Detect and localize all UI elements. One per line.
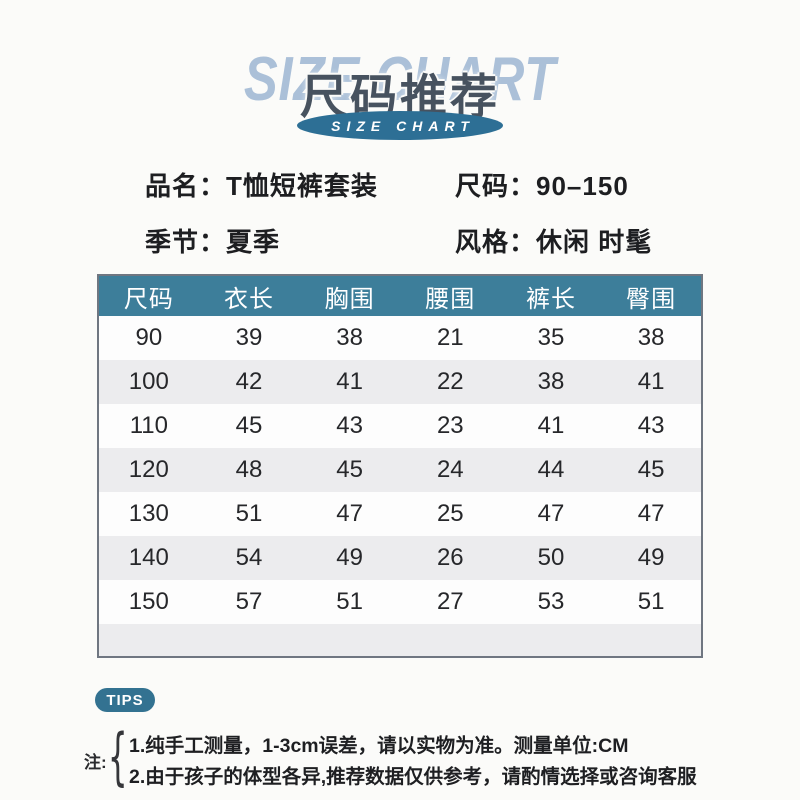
- table-cell: 50: [500, 536, 602, 580]
- table-cell: 23: [399, 404, 501, 448]
- table-cell: 140: [98, 536, 199, 580]
- table-cell: 51: [198, 492, 300, 536]
- ribbon-label: SIZE CHART: [331, 117, 475, 134]
- column-header: 尺码: [98, 275, 199, 316]
- table-cell: 150: [98, 580, 199, 624]
- size-table: 尺码 衣长 胸围 腰围 裤长 臀围 90 39 38 21 35 38 100 42 41 22 38 41 11…: [97, 274, 703, 658]
- table-row: 150 57 51 27 53 51: [98, 580, 702, 624]
- table-cell: 47: [601, 492, 702, 536]
- table-cell: 120: [98, 448, 199, 492]
- notes-list: 1.纯手工测量，1-3cm误差，请以实物为准。测量单位:CM 2.由于孩子的体型…: [129, 731, 697, 793]
- table-row: 140 54 49 26 50 49: [98, 536, 702, 580]
- style-field: 风格：休闲 时髦: [455, 222, 652, 259]
- size-range-field: 尺码：90–150: [455, 166, 629, 203]
- field-label: 尺码：: [455, 171, 537, 201]
- table-cell: 26: [399, 536, 501, 580]
- note-line: 1.纯手工测量，1-3cm误差，请以实物为准。测量单位:CM: [129, 735, 629, 757]
- table-cell: 41: [601, 360, 702, 404]
- table-cell: 25: [399, 492, 501, 536]
- table-cell: 43: [299, 404, 400, 448]
- table-row: 100 42 41 22 38 41: [98, 360, 702, 404]
- size-table-header-row: 尺码 衣长 胸围 腰围 裤长 臀围: [98, 275, 702, 316]
- column-header: 腰围: [399, 275, 501, 316]
- column-header: 裤长: [500, 275, 602, 316]
- table-cell: 38: [601, 316, 702, 360]
- table-cell: 54: [198, 536, 300, 580]
- field-value: T恤短裤套装: [226, 171, 378, 201]
- table-row: 130 51 47 25 47 47: [98, 492, 702, 536]
- table-cell: 39: [198, 316, 300, 360]
- table-cell: 38: [299, 316, 400, 360]
- table-row: 90 39 38 21 35 38: [98, 316, 702, 360]
- season-field: 季节：夏季: [145, 222, 280, 259]
- table-cell: 44: [500, 448, 602, 492]
- table-cell: 41: [299, 360, 400, 404]
- table-cell: 49: [601, 536, 702, 580]
- table-row: 120 48 45 24 44 45: [98, 448, 702, 492]
- table-spacer-cell: [98, 624, 702, 657]
- table-cell: 45: [198, 404, 300, 448]
- table-cell: 110: [98, 404, 199, 448]
- table-cell: 22: [399, 360, 501, 404]
- table-cell: 42: [198, 360, 300, 404]
- hero-title-en: SIZE CHART: [243, 45, 557, 114]
- column-header: 衣长: [198, 275, 300, 316]
- table-cell: 43: [601, 404, 702, 448]
- field-label: 品名：: [145, 171, 227, 201]
- table-cell: 47: [500, 492, 602, 536]
- table-cell: 38: [500, 360, 602, 404]
- table-cell: 45: [601, 448, 702, 492]
- tips-badge-label: TIPS: [106, 691, 144, 709]
- table-cell: 130: [98, 492, 199, 536]
- tips-badge: TIPS: [95, 688, 155, 712]
- table-cell: 49: [299, 536, 400, 580]
- field-value: 夏季: [226, 227, 281, 257]
- field-value: 90–150: [536, 171, 629, 201]
- size-table-body: 90 39 38 21 35 38 100 42 41 22 38 41 110 45 43 23 41 43 12…: [98, 316, 702, 657]
- table-spacer-row: [98, 624, 702, 657]
- note-brace: {: [107, 720, 128, 793]
- size-chart-ribbon: SIZE CHART: [297, 111, 503, 140]
- table-cell: 51: [299, 580, 400, 624]
- table-cell: 53: [500, 580, 602, 624]
- table-cell: 48: [198, 448, 300, 492]
- table-cell: 90: [98, 316, 199, 360]
- table-cell: 41: [500, 404, 602, 448]
- field-label: 风格：: [455, 227, 537, 257]
- column-header: 臀围: [601, 275, 702, 316]
- field-label: 季节：: [145, 227, 227, 257]
- table-cell: 21: [399, 316, 501, 360]
- field-value: 休闲 时髦: [536, 227, 653, 257]
- note-line: 2.由于孩子的体型各异,推荐数据仅供参考，请酌情选择或咨询客服: [129, 766, 697, 788]
- table-cell: 51: [601, 580, 702, 624]
- table-cell: 24: [399, 448, 501, 492]
- table-cell: 47: [299, 492, 400, 536]
- table-row: 110 45 43 23 41 43: [98, 404, 702, 448]
- table-cell: 27: [399, 580, 501, 624]
- table-cell: 57: [198, 580, 300, 624]
- column-header: 胸围: [299, 275, 400, 316]
- table-cell: 100: [98, 360, 199, 404]
- product-name-field: 品名：T恤短裤套装: [145, 166, 378, 203]
- table-cell: 35: [500, 316, 602, 360]
- note-label: 注:: [84, 753, 107, 772]
- table-cell: 45: [299, 448, 400, 492]
